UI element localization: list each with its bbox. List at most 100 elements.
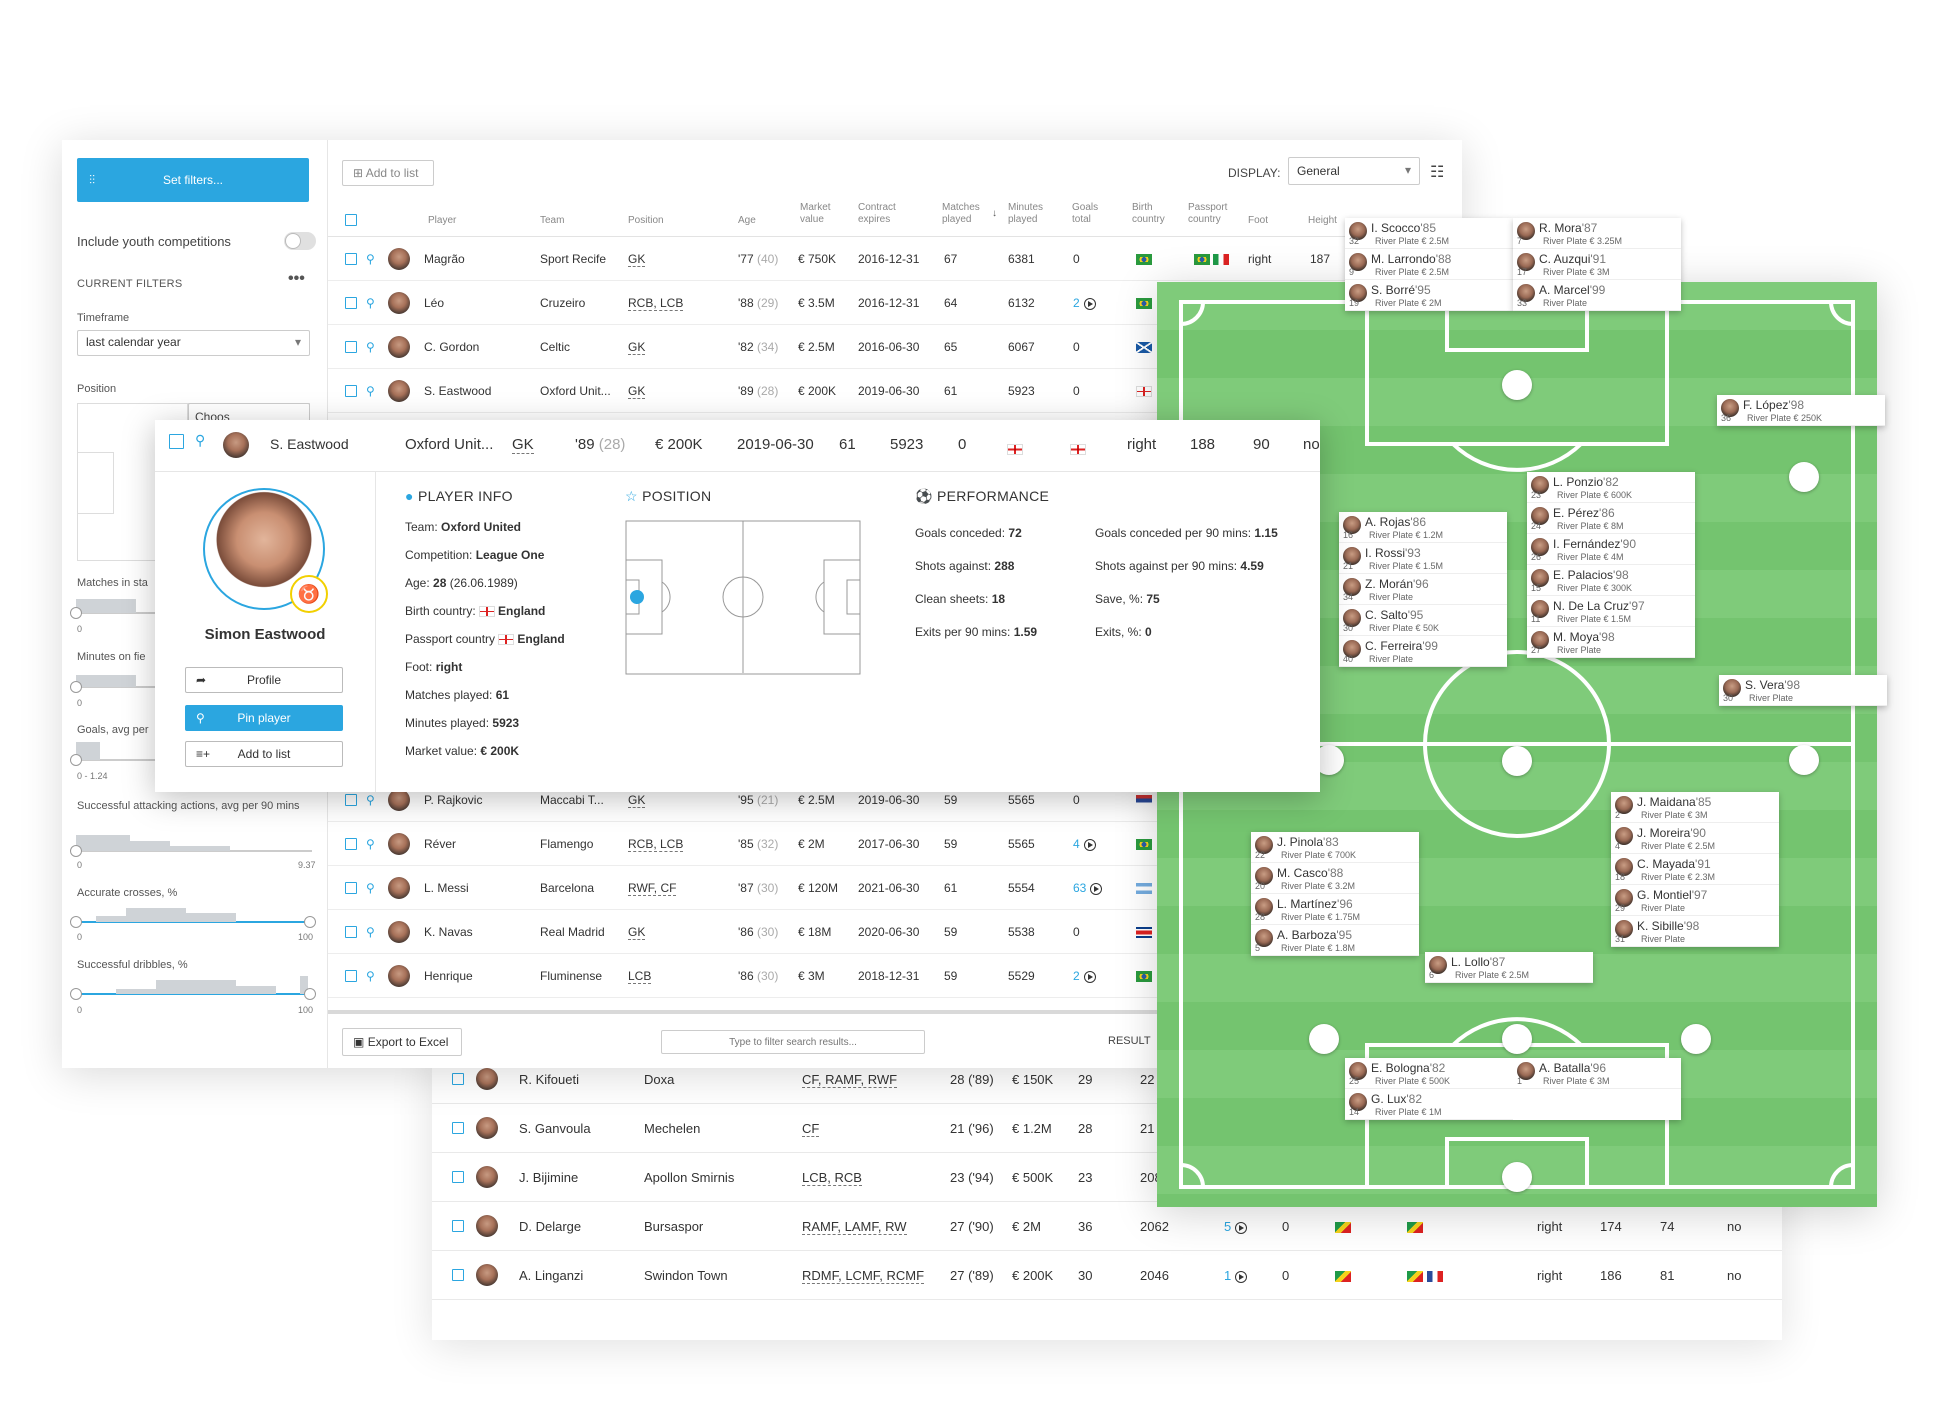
- col-passport[interactable]: Passport country: [1188, 202, 1228, 225]
- player-name[interactable]: J. Bijimine: [519, 1170, 579, 1185]
- team-name[interactable]: Real Madrid: [540, 925, 605, 939]
- row-checkbox[interactable]: [345, 341, 357, 353]
- team-name[interactable]: Apollon Smirnis: [644, 1170, 735, 1185]
- row-checkbox[interactable]: [345, 794, 357, 806]
- position[interactable]: GK: [628, 369, 646, 413]
- position[interactable]: RWF, CF: [628, 866, 677, 910]
- player-name[interactable]: S. Ganvoula: [519, 1121, 591, 1136]
- team-name[interactable]: Fluminense: [540, 969, 603, 983]
- col-player[interactable]: Player: [428, 215, 457, 226]
- player-name[interactable]: A. Linganzi: [519, 1268, 584, 1283]
- pitch-player[interactable]: A. Rojas'86 16 River Plate € 1.2M: [1339, 512, 1507, 543]
- position[interactable]: CF: [802, 1104, 820, 1153]
- play-icon[interactable]: [1235, 1270, 1248, 1283]
- popup-row-checkbox[interactable]: [169, 434, 184, 449]
- goals-total[interactable]: 63: [1073, 866, 1103, 910]
- pin-icon[interactable]: ⚲: [366, 837, 375, 851]
- player-name[interactable]: Réver: [424, 837, 457, 851]
- pitch-player[interactable]: C. Ferreira'99 40 River Plate: [1339, 636, 1507, 667]
- pitch-player[interactable]: S. Borré'95 19 River Plate € 2M: [1345, 280, 1513, 311]
- pin-icon[interactable]: ⚲: [366, 925, 375, 939]
- position[interactable]: RDMF, LCMF, RCMF: [802, 1251, 925, 1300]
- pitch-player[interactable]: A. Batalla'96 1 River Plate € 3M: [1513, 1058, 1681, 1089]
- pin-icon[interactable]: ⚲: [366, 881, 375, 895]
- col-minutes[interactable]: Minutes played: [1008, 202, 1044, 225]
- table-row[interactable]: ⚲ S. Eastwood Oxford Unit... GK '89 (28) € 20…: [328, 369, 1462, 413]
- team-name[interactable]: Doxa: [644, 1072, 675, 1087]
- position[interactable]: GK: [628, 325, 646, 369]
- table-row[interactable]: ⚲ Léo Cruzeiro RCB, LCB '88 (29) € 3.5M 2016-1…: [328, 281, 1462, 325]
- table-row[interactable]: A. Linganzi Swindon Town RDMF, LCMF, RCMF 2…: [432, 1251, 1782, 1300]
- goals-total[interactable]: 2: [1073, 281, 1096, 325]
- team-name[interactable]: Mechelen: [644, 1121, 701, 1136]
- player-group-card[interactable]: J. Pinola'83 22 River Plate € 700K M. Casco…: [1251, 832, 1419, 956]
- row-checkbox[interactable]: [345, 882, 357, 894]
- pitch-player[interactable]: I. Fernández'90 26 River Plate € 4M: [1527, 534, 1695, 565]
- team-name[interactable]: Sport Recife: [540, 252, 607, 266]
- pitch-player[interactable]: I. Rossi'93 21 River Plate € 1.5M: [1339, 543, 1507, 574]
- row-checkbox[interactable]: [345, 926, 357, 938]
- row-checkbox[interactable]: [452, 1171, 464, 1183]
- pitch-player[interactable]: M. Casco'88 20 River Plate € 3.2M: [1251, 863, 1419, 894]
- export-excel-button[interactable]: ▣ Export to Excel: [342, 1028, 462, 1056]
- pitch-player[interactable]: J. Moreira'90 4 River Plate € 2.5M: [1611, 823, 1779, 854]
- table-row[interactable]: ⚲ Magrão Sport Recife GK '77 (40) € 750K 2016-…: [328, 237, 1462, 281]
- pitch-player[interactable]: E. Pérez'86 24 River Plate € 8M: [1527, 503, 1695, 534]
- pitch-player[interactable]: N. De La Cruz'97 11 River Plate € 1.5M: [1527, 596, 1695, 627]
- position[interactable]: RAMF, LAMF, RW: [802, 1202, 907, 1251]
- table-row[interactable]: ⚲ P. Rajkovic Maccabi T... GK '95 (21) € 2.5M…: [328, 778, 1462, 822]
- columns-settings-icon[interactable]: ☷: [1430, 164, 1445, 181]
- team-name[interactable]: Maccabi T...: [540, 793, 604, 807]
- pin-icon[interactable]: ⚲: [366, 384, 375, 398]
- pitch-player[interactable]: S. Vera'98 30 River Plate: [1719, 675, 1887, 706]
- player-group-card[interactable]: E. Bologna'82 25 River Plate € 500K A. Bata…: [1345, 1058, 1681, 1120]
- col-foot[interactable]: Foot: [1248, 215, 1269, 226]
- filter-results-input[interactable]: [661, 1030, 925, 1054]
- col-height[interactable]: Height: [1308, 215, 1337, 226]
- row-checkbox[interactable]: [452, 1122, 464, 1134]
- pitch-player[interactable]: E. Palacios'98 15 River Plate € 300K: [1527, 565, 1695, 596]
- team-name[interactable]: Celtic: [540, 340, 571, 354]
- player-group-card[interactable]: I. Scocco'85 32 River Plate € 2.5M M. Larro…: [1345, 218, 1513, 311]
- col-position[interactable]: Position: [628, 215, 664, 226]
- pitch-player[interactable]: R. Mora'87 7 River Plate € 3.25M: [1513, 218, 1681, 249]
- player-slot-dot[interactable]: [1789, 462, 1819, 492]
- position[interactable]: RCB, LCB: [628, 281, 684, 325]
- sort-down-icon[interactable]: ↓: [992, 208, 997, 219]
- pitch-player[interactable]: G. Lux'82 14 River Plate € 1M: [1345, 1089, 1513, 1120]
- pitch-player[interactable]: A. Marcel'99 33 River Plate: [1513, 280, 1681, 311]
- col-team[interactable]: Team: [540, 215, 565, 226]
- player-slot-dot[interactable]: [1789, 745, 1819, 775]
- team-name[interactable]: Flamengo: [540, 837, 594, 851]
- player-name[interactable]: S. Eastwood: [424, 384, 492, 398]
- play-icon[interactable]: [1083, 838, 1096, 851]
- table-row[interactable]: D. Delarge Bursaspor RAMF, LAMF, RW 27 ('90…: [432, 1202, 1782, 1251]
- table-row[interactable]: ⚲ Henrique Fluminense LCB '86 (30) € 3M 2018-1…: [328, 954, 1462, 998]
- player-name[interactable]: R. Kifoueti: [519, 1072, 579, 1087]
- team-name[interactable]: Cruzeiro: [540, 296, 586, 310]
- col-contract[interactable]: Contract expires: [858, 202, 896, 225]
- add-to-list-button[interactable]: ≡+ Add to list: [185, 741, 343, 767]
- pitch-player[interactable]: L. Ponzio'82 23 River Plate € 600K: [1527, 472, 1695, 503]
- row-checkbox[interactable]: [452, 1269, 464, 1281]
- pitch-player[interactable]: K. Sibille'98 31 River Plate: [1611, 916, 1779, 947]
- col-matches[interactable]: Matches played: [942, 202, 980, 225]
- col-age[interactable]: Age: [738, 215, 756, 226]
- player-group-card[interactable]: L. Lollo'87 6 River Plate € 2.5M: [1425, 952, 1593, 983]
- pin-icon[interactable]: ⚲: [366, 252, 375, 266]
- pitch-player[interactable]: J. Pinola'83 22 River Plate € 700K: [1251, 832, 1419, 863]
- position[interactable]: RCB, LCB: [628, 822, 684, 866]
- player-group-card[interactable]: F. López'98 36 River Plate € 250K: [1717, 395, 1885, 426]
- more-icon[interactable]: •••: [288, 270, 305, 287]
- pin-player-button[interactable]: ⚲ Pin player: [185, 705, 343, 731]
- goals-total[interactable]: 2: [1073, 954, 1096, 998]
- pitch-player[interactable]: I. Scocco'85 32 River Plate € 2.5M: [1345, 218, 1513, 249]
- table-row[interactable]: R. Kifoueti Doxa CF, RAMF, RWF 28 ('89) € 15…: [432, 1055, 1782, 1104]
- table-row[interactable]: ⚲ K. Navas Real Madrid GK '86 (30) € 18M 2020-…: [328, 910, 1462, 954]
- player-slot-dot[interactable]: [1502, 1024, 1532, 1054]
- add-to-list-button[interactable]: ⊞ Add to list: [342, 160, 434, 186]
- player-group-card[interactable]: J. Maidana'85 2 River Plate € 3M J. Moreira…: [1611, 792, 1779, 947]
- player-name[interactable]: D. Delarge: [519, 1219, 582, 1234]
- pitch-player[interactable]: M. Larrondo'88 9 River Plate € 2.5M: [1345, 249, 1513, 280]
- timeframe-select[interactable]: last calendar year ▾: [77, 330, 310, 356]
